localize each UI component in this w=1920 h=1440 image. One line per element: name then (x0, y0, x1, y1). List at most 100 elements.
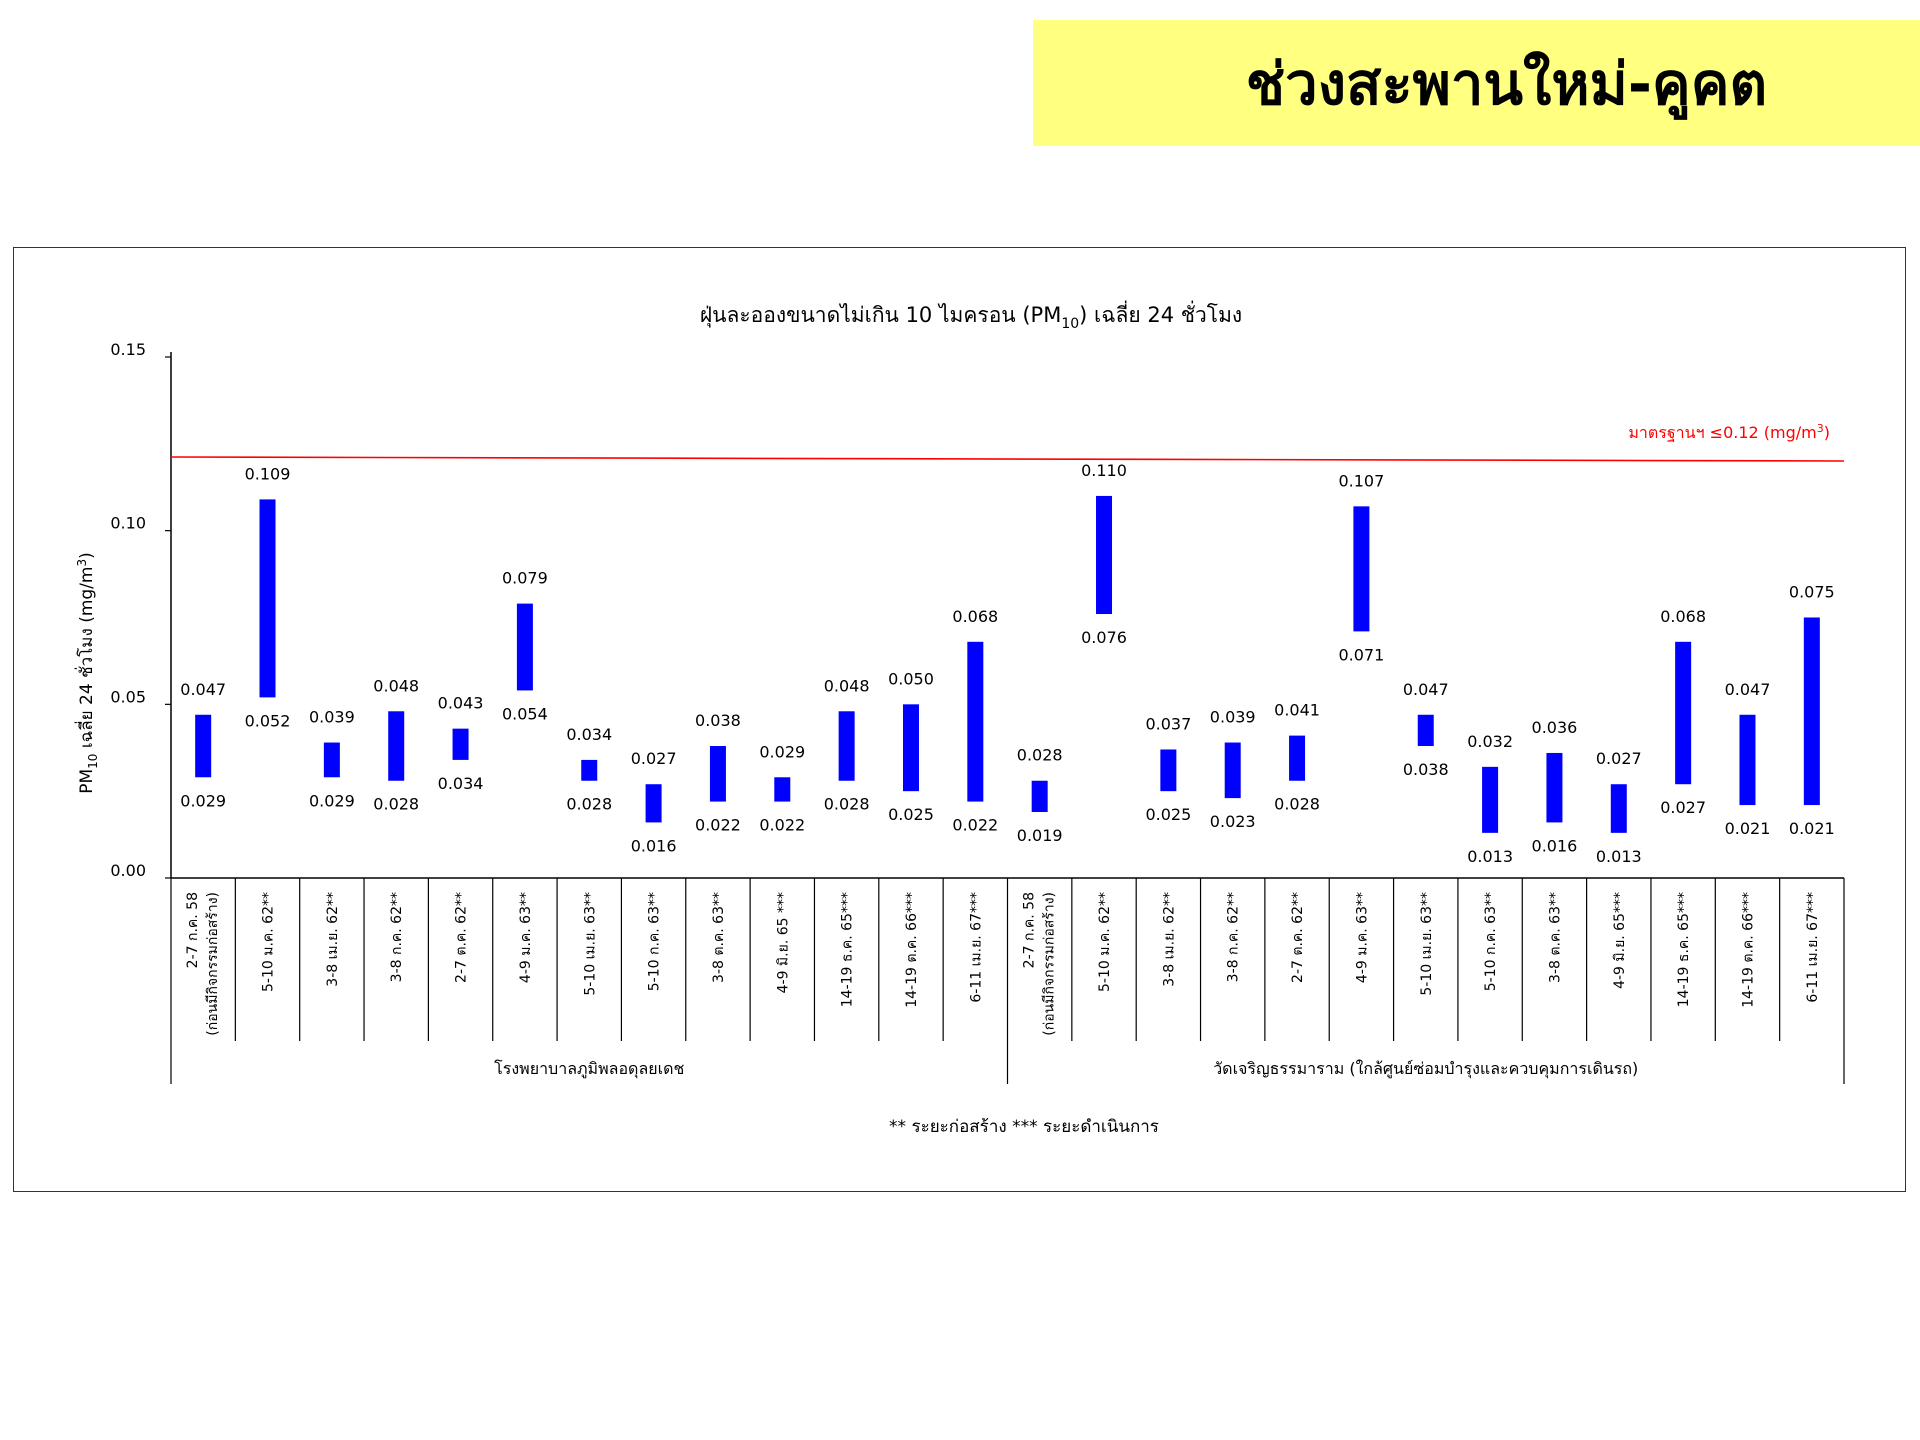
low-value-label: 0.025 (888, 805, 934, 824)
low-value-label: 0.019 (1017, 826, 1063, 845)
range-bar (452, 728, 469, 760)
category-label: 2-7 ก.ค. 58 (185, 892, 201, 968)
category-label: 14-19 ต.ค. 66*** (1740, 892, 1756, 1008)
category-label: 14-19 ธ.ค. 65*** (840, 892, 856, 1007)
high-value-label: 0.050 (888, 669, 934, 688)
category-label: 3-8 เม.ย. 62** (325, 892, 341, 987)
category-label: 5-10 เม.ย. 63** (1419, 892, 1435, 996)
low-value-label: 0.029 (180, 791, 226, 810)
range-bar (323, 742, 340, 778)
footnote: ** ระยะก่อสร้าง *** ระยะดำเนินการ (889, 1117, 1159, 1137)
y-tick-label: 0.05 (110, 687, 146, 706)
high-value-label: 0.107 (1338, 471, 1384, 490)
low-value-label: 0.016 (1532, 836, 1578, 855)
banner-title: ช่วงสะพานใหม่-คูคต (1245, 49, 1768, 118)
chart-frame: ฝุ่นละอองขนาดไม่เกิน 10 ไมครอน (PM10) เฉ… (13, 247, 1906, 1192)
category-label: 4-9 มิ.ย. 65*** (1612, 892, 1628, 989)
category-label: 6-11 เม.ย. 67*** (968, 892, 984, 1003)
high-value-label: 0.075 (1789, 583, 1835, 602)
range-bar (967, 641, 984, 802)
category-label: 3-8 ก.ค. 62** (389, 892, 405, 982)
range-bar (195, 714, 212, 778)
high-value-label: 0.037 (1145, 714, 1191, 733)
range-bar (1675, 641, 1692, 785)
y-tick-label: 0.10 (110, 514, 146, 533)
high-value-label: 0.039 (1210, 708, 1256, 727)
range-bar (1482, 766, 1499, 833)
low-value-label: 0.027 (1660, 798, 1706, 817)
low-value-label: 0.076 (1081, 628, 1127, 647)
range-bar (1353, 506, 1370, 632)
category-label: 3-8 เม.ย. 62** (1161, 892, 1177, 987)
range-bar (645, 784, 662, 823)
y-tick-label: 0.15 (110, 340, 146, 359)
high-value-label: 0.047 (180, 680, 226, 699)
high-value-label: 0.110 (1081, 461, 1127, 480)
category-label: 2-7 ต.ค. 62** (1290, 892, 1306, 983)
range-bar (259, 499, 276, 698)
banner: ช่วงสะพานใหม่-คูคต (1033, 20, 1920, 146)
category-label: 6-11 เม.ย. 67*** (1805, 892, 1821, 1003)
category-label: 4-9 ม.ค. 63** (1354, 892, 1370, 983)
category-label: 2-7 ก.ค. 58 (1022, 892, 1038, 968)
high-value-label: 0.027 (1596, 749, 1642, 768)
category-label: 4-9 ม.ค. 63** (518, 892, 534, 983)
high-value-label: 0.043 (438, 694, 484, 713)
range-bar (1224, 742, 1241, 799)
low-value-label: 0.021 (1789, 819, 1835, 838)
category-label: (ก่อนมีกิจกรรมก่อสร้าง) (1042, 892, 1058, 1036)
chart-title: ฝุ่นละอองขนาดไม่เกิน 10 ไมครอน (PM10) เฉ… (700, 300, 1242, 332)
low-value-label: 0.028 (1274, 795, 1320, 814)
high-value-label: 0.027 (631, 749, 677, 768)
low-value-label: 0.022 (695, 816, 741, 835)
range-bar (774, 777, 791, 802)
low-value-label: 0.028 (824, 795, 870, 814)
range-bar (1289, 735, 1306, 781)
low-value-label: 0.054 (502, 704, 548, 723)
category-label: 14-19 ธ.ค. 65*** (1676, 892, 1692, 1007)
range-bar (1160, 749, 1177, 792)
range-bar (709, 746, 726, 802)
high-value-label: 0.041 (1274, 701, 1320, 720)
category-label: 2-7 ต.ค. 62** (454, 892, 470, 983)
high-value-label: 0.039 (309, 708, 355, 727)
category-label: 5-10 ม.ค. 62** (1097, 892, 1113, 992)
high-value-label: 0.034 (566, 725, 612, 744)
high-value-label: 0.068 (952, 607, 998, 626)
range-bar (1610, 784, 1627, 833)
low-value-label: 0.025 (1145, 805, 1191, 824)
low-value-label: 0.022 (759, 816, 805, 835)
high-value-label: 0.029 (759, 742, 805, 761)
range-bar (1803, 617, 1820, 806)
high-value-label: 0.109 (245, 464, 291, 483)
low-value-label: 0.013 (1467, 847, 1513, 866)
low-value-label: 0.013 (1596, 847, 1642, 866)
high-value-label: 0.032 (1467, 732, 1513, 751)
range-bar (838, 711, 855, 781)
range-bar (1096, 495, 1113, 615)
category-label: 3-8 ต.ค. 63** (1547, 892, 1563, 983)
category-label: 3-8 ต.ค. 63** (711, 892, 727, 983)
range-bar (1417, 714, 1434, 747)
category-label: 5-10 เม.ย. 63** (582, 892, 598, 996)
high-value-label: 0.048 (373, 676, 419, 695)
low-value-label: 0.034 (438, 774, 484, 793)
category-label: 5-10 ม.ค. 62** (261, 892, 277, 992)
low-value-label: 0.029 (309, 791, 355, 810)
low-value-label: 0.022 (952, 816, 998, 835)
category-label: 5-10 ก.ค. 63** (1483, 892, 1499, 991)
y-axis-label: PM10 เฉลี่ย 24 ชั่วโมง (mg/m3) (74, 552, 100, 794)
category-label: (ก่อนมีกิจกรรมก่อสร้าง) (205, 892, 221, 1036)
high-value-label: 0.048 (824, 676, 870, 695)
low-value-label: 0.028 (566, 795, 612, 814)
group-label: วัดเจริญธรรมาราม (ใกล้ศูนย์ซ่อมบำรุงและค… (1213, 1059, 1638, 1079)
pm10-range-chart: ฝุ่นละอองขนาดไม่เกิน 10 ไมครอน (PM10) เฉ… (74, 300, 1845, 1137)
category-label: 5-10 ก.ค. 63** (647, 892, 663, 991)
range-bar (1031, 780, 1048, 813)
standard-line (170, 456, 1845, 462)
y-tick-label: 0.00 (110, 861, 146, 880)
standard-line-label: มาตรฐานฯ ≤0.12 (mg/m3) (1628, 422, 1830, 442)
range-bar (1739, 714, 1756, 806)
low-value-label: 0.028 (373, 795, 419, 814)
